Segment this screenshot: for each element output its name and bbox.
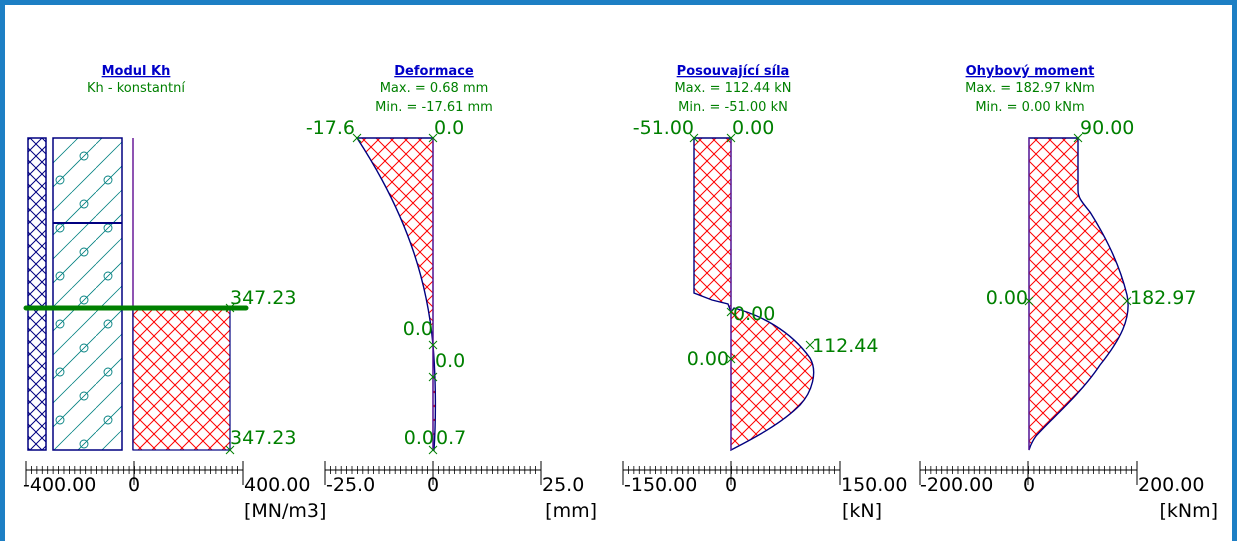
label-marker [225, 445, 235, 455]
value-label-top: 0.00 [732, 117, 774, 139]
panel-title[interactable]: Posouvající síla [677, 64, 790, 79]
value-label-min: -51.00 [633, 117, 694, 139]
axis-zero-label: 0 [128, 474, 140, 496]
panel-subtitle-min: Min. = -51.00 kN [678, 100, 788, 115]
panel-subtitle: Kh - konstantní [87, 81, 185, 96]
value-label: 0.0 [435, 350, 465, 372]
panel-subtitle-max: Max. = 0.68 mm [380, 81, 489, 96]
shear-area-positive [730, 307, 815, 452]
value-label-top: 0.0 [434, 117, 464, 139]
panel-ohybovy-moment: Ohybový moment Max. = 182.97 kNm Min. = … [919, 64, 1218, 522]
x-axis: -150.00 0 150.00 [kN] [622, 461, 907, 522]
label-marker [225, 303, 235, 313]
panel-title[interactable]: Modul Kh [102, 64, 171, 79]
axis-max-label: 400.00 [244, 474, 310, 496]
value-label-top: 90.00 [1080, 117, 1134, 139]
panel-subtitle-min: Min. = 0.00 kNm [975, 100, 1084, 115]
value-label-min: -17.6 [306, 117, 355, 139]
soil-layer-column [52, 137, 123, 451]
value-label: 0.0 [404, 427, 434, 449]
panel-subtitle-max: Max. = 182.97 kNm [965, 81, 1095, 96]
panel-deformace: Deformace Max. = 0.68 mm Min. = -17.61 m… [306, 64, 597, 522]
x-axis: -400.00 0 400.00 [MN/m3] [23, 461, 326, 522]
modulus-area [132, 307, 231, 451]
panel-title[interactable]: Ohybový moment [966, 64, 1095, 79]
value-label: 347.23 [230, 427, 296, 449]
axis-unit-label: [kNm] [1159, 500, 1218, 522]
axis-unit-label: [kN] [842, 500, 882, 522]
axis-unit-label: [mm] [545, 500, 597, 522]
value-label: 0.00 [687, 348, 729, 370]
panel-posouvajici-sila: Posouvající síla Max. = 112.44 kN Min. =… [622, 64, 907, 522]
x-axis: -200.00 0 200.00 [kNm] [919, 461, 1218, 522]
axis-unit-label: [MN/m3] [244, 500, 326, 522]
panel-title[interactable]: Deformace [394, 64, 474, 79]
panel-subtitle-max: Max. = 112.44 kN [674, 81, 791, 96]
value-label: 347.23 [230, 287, 296, 309]
value-label-max: 182.97 [1130, 287, 1196, 309]
axis-zero-label: 0 [725, 474, 737, 496]
axis-min-label: -150.00 [624, 474, 697, 496]
sheet-pile-wall [27, 137, 47, 451]
panel-subtitle-min: Min. = -17.61 mm [375, 100, 493, 115]
axis-min-label: -25.0 [326, 474, 375, 496]
shear-area-negative [693, 137, 732, 313]
axis-min-label: -400.00 [23, 474, 96, 496]
value-label-max: 0.7 [436, 427, 466, 449]
value-label-max: 112.44 [812, 335, 878, 357]
panel-modul-kh: Modul Kh Kh - konstantní 347.23 347.23 -… [23, 64, 326, 522]
axis-max-label: 200.00 [1138, 474, 1204, 496]
axis-min-label: -200.00 [920, 474, 993, 496]
axis-max-label: 25.0 [542, 474, 584, 496]
x-axis: -25.0 0 25.0 [mm] [324, 461, 597, 522]
axis-zero-label: 0 [1023, 474, 1035, 496]
value-label: 0.00 [986, 287, 1028, 309]
axis-max-label: 150.00 [841, 474, 907, 496]
value-label: 0.0 [403, 318, 433, 340]
moment-area [1028, 137, 1129, 451]
axis-zero-label: 0 [427, 474, 439, 496]
value-label: 0.00 [733, 303, 775, 325]
deformation-area [355, 137, 434, 346]
